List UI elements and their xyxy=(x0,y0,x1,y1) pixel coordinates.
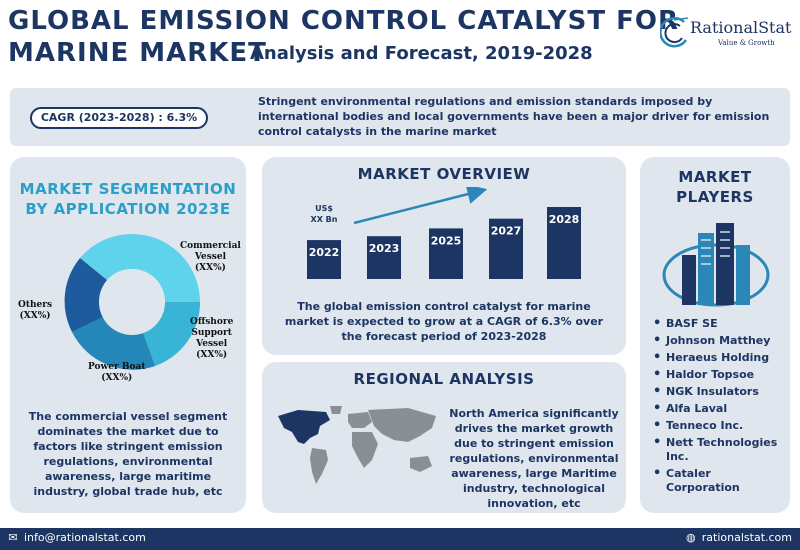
label-power-boat: Power Boat (XX%) xyxy=(88,362,146,383)
bar-label-2028: 2028 xyxy=(549,213,580,226)
segmentation-panel: MARKET SEGMENTATION BY APPLICATION 2023E… xyxy=(10,157,246,513)
label-others: Others (XX%) xyxy=(18,300,53,321)
page-title-line2: MARINE MARKET xyxy=(8,38,267,68)
donut-slice-others xyxy=(64,258,107,332)
map-africa xyxy=(352,432,378,468)
email-icon: ✉ xyxy=(8,531,18,544)
segmentation-description: The commercial vessel segment dominates … xyxy=(28,410,228,498)
regional-analysis-title: REGIONAL ANALYSIS xyxy=(353,370,535,388)
label-commercial-vessel: Commercial Vessel (XX%) xyxy=(180,241,241,273)
market-players-title: MARKET PLAYERS xyxy=(676,168,754,206)
logo-name: RationalStat xyxy=(690,18,792,37)
rationalstat-logo: RationalStat Value & Growth xyxy=(660,12,795,57)
market-player-item: Haldor Topsoe xyxy=(650,368,788,382)
market-overview-panel: MARKET OVERVIEW US$ XX Bn 2022 2023 2025 20… xyxy=(262,157,626,355)
value-unit-label-line2: XX Bn xyxy=(311,215,338,224)
footer-email[interactable]: ✉ info@rationalstat.com xyxy=(6,531,145,544)
footer-website[interactable]: ◍ rationalstat.com xyxy=(684,531,792,544)
market-player-item: Johnson Matthey xyxy=(650,334,788,348)
market-overview-title: MARKET OVERVIEW xyxy=(357,165,531,183)
market-player-item: Alfa Laval xyxy=(650,402,788,416)
market-player-item: BASF SE xyxy=(650,317,788,331)
value-unit-label-line1: US$ xyxy=(315,204,333,213)
donut-slice-power-boat xyxy=(72,317,155,370)
bar-2022 xyxy=(307,240,341,279)
page-subtitle: Analysis and Forecast, 2019-2028 xyxy=(250,43,593,64)
bar-2023 xyxy=(367,236,401,279)
market-overview-description: The global emission control catalyst for… xyxy=(284,300,604,343)
cagr-description: Stringent environmental regulations and … xyxy=(258,95,770,138)
cagr-badge: CAGR (2023-2028) : 6.3% xyxy=(30,107,208,129)
map-europe xyxy=(348,412,372,428)
map-south-america xyxy=(310,448,328,484)
donut-slice-offshore xyxy=(143,302,200,366)
donut-slice-commercial-ext xyxy=(80,233,132,280)
bar-2025 xyxy=(429,228,463,279)
label-offshore-support-vessel: Offshore Support Vessel (XX%) xyxy=(190,317,234,360)
bar-2028 xyxy=(547,207,581,279)
logo-icon xyxy=(660,16,689,48)
market-players-list: BASF SE Johnson Matthey Heraeus Holding Hal… xyxy=(650,317,788,498)
market-players-panel: MARKET PLAYERS BASF SE Johnson Matthey Her… xyxy=(640,157,790,513)
segmentation-title: MARKET SEGMENTATION BY APPLICATION 2023E xyxy=(19,180,237,218)
logo-tagline: Value & Growth xyxy=(718,39,775,47)
cagr-banner: CAGR (2023-2028) : 6.3% Stringent enviro… xyxy=(10,88,790,146)
segmentation-donut-chart xyxy=(64,233,200,370)
page-title-line1: GLOBAL EMISSION CONTROL CATALYST FOR xyxy=(8,6,680,36)
bar-label-2025: 2025 xyxy=(431,234,462,247)
map-asia xyxy=(368,408,436,442)
market-player-item: Heraeus Holding xyxy=(650,351,788,365)
market-player-item: NGK Insulators xyxy=(650,385,788,399)
bar-label-2027: 2027 xyxy=(491,225,522,238)
map-greenland xyxy=(330,406,342,414)
market-player-item: Nett Technologies Inc. xyxy=(650,436,788,464)
world-map-icon xyxy=(278,406,436,484)
growth-arrow xyxy=(353,187,488,225)
bar-label-2022: 2022 xyxy=(309,246,340,259)
market-player-item: Cataler Corporation xyxy=(650,467,788,495)
buildings-icon xyxy=(662,223,770,307)
bar-label-2023: 2023 xyxy=(369,242,400,255)
globe-icon: ◍ xyxy=(685,531,696,544)
map-north-america xyxy=(278,410,330,444)
market-overview-bar-chart: US$ XX Bn 2022 2023 2025 2027 2028 xyxy=(307,187,581,279)
map-australia xyxy=(410,456,432,472)
bar-2027 xyxy=(489,218,523,279)
footer-bar: ✉ info@rationalstat.com ◍ rationalstat.com xyxy=(0,528,800,550)
market-player-item: Tenneco Inc. xyxy=(650,419,788,433)
regional-description: North America significantly drives the m… xyxy=(449,407,619,510)
regional-analysis-panel: REGIONAL ANALYSIS North America signific… xyxy=(262,362,626,513)
